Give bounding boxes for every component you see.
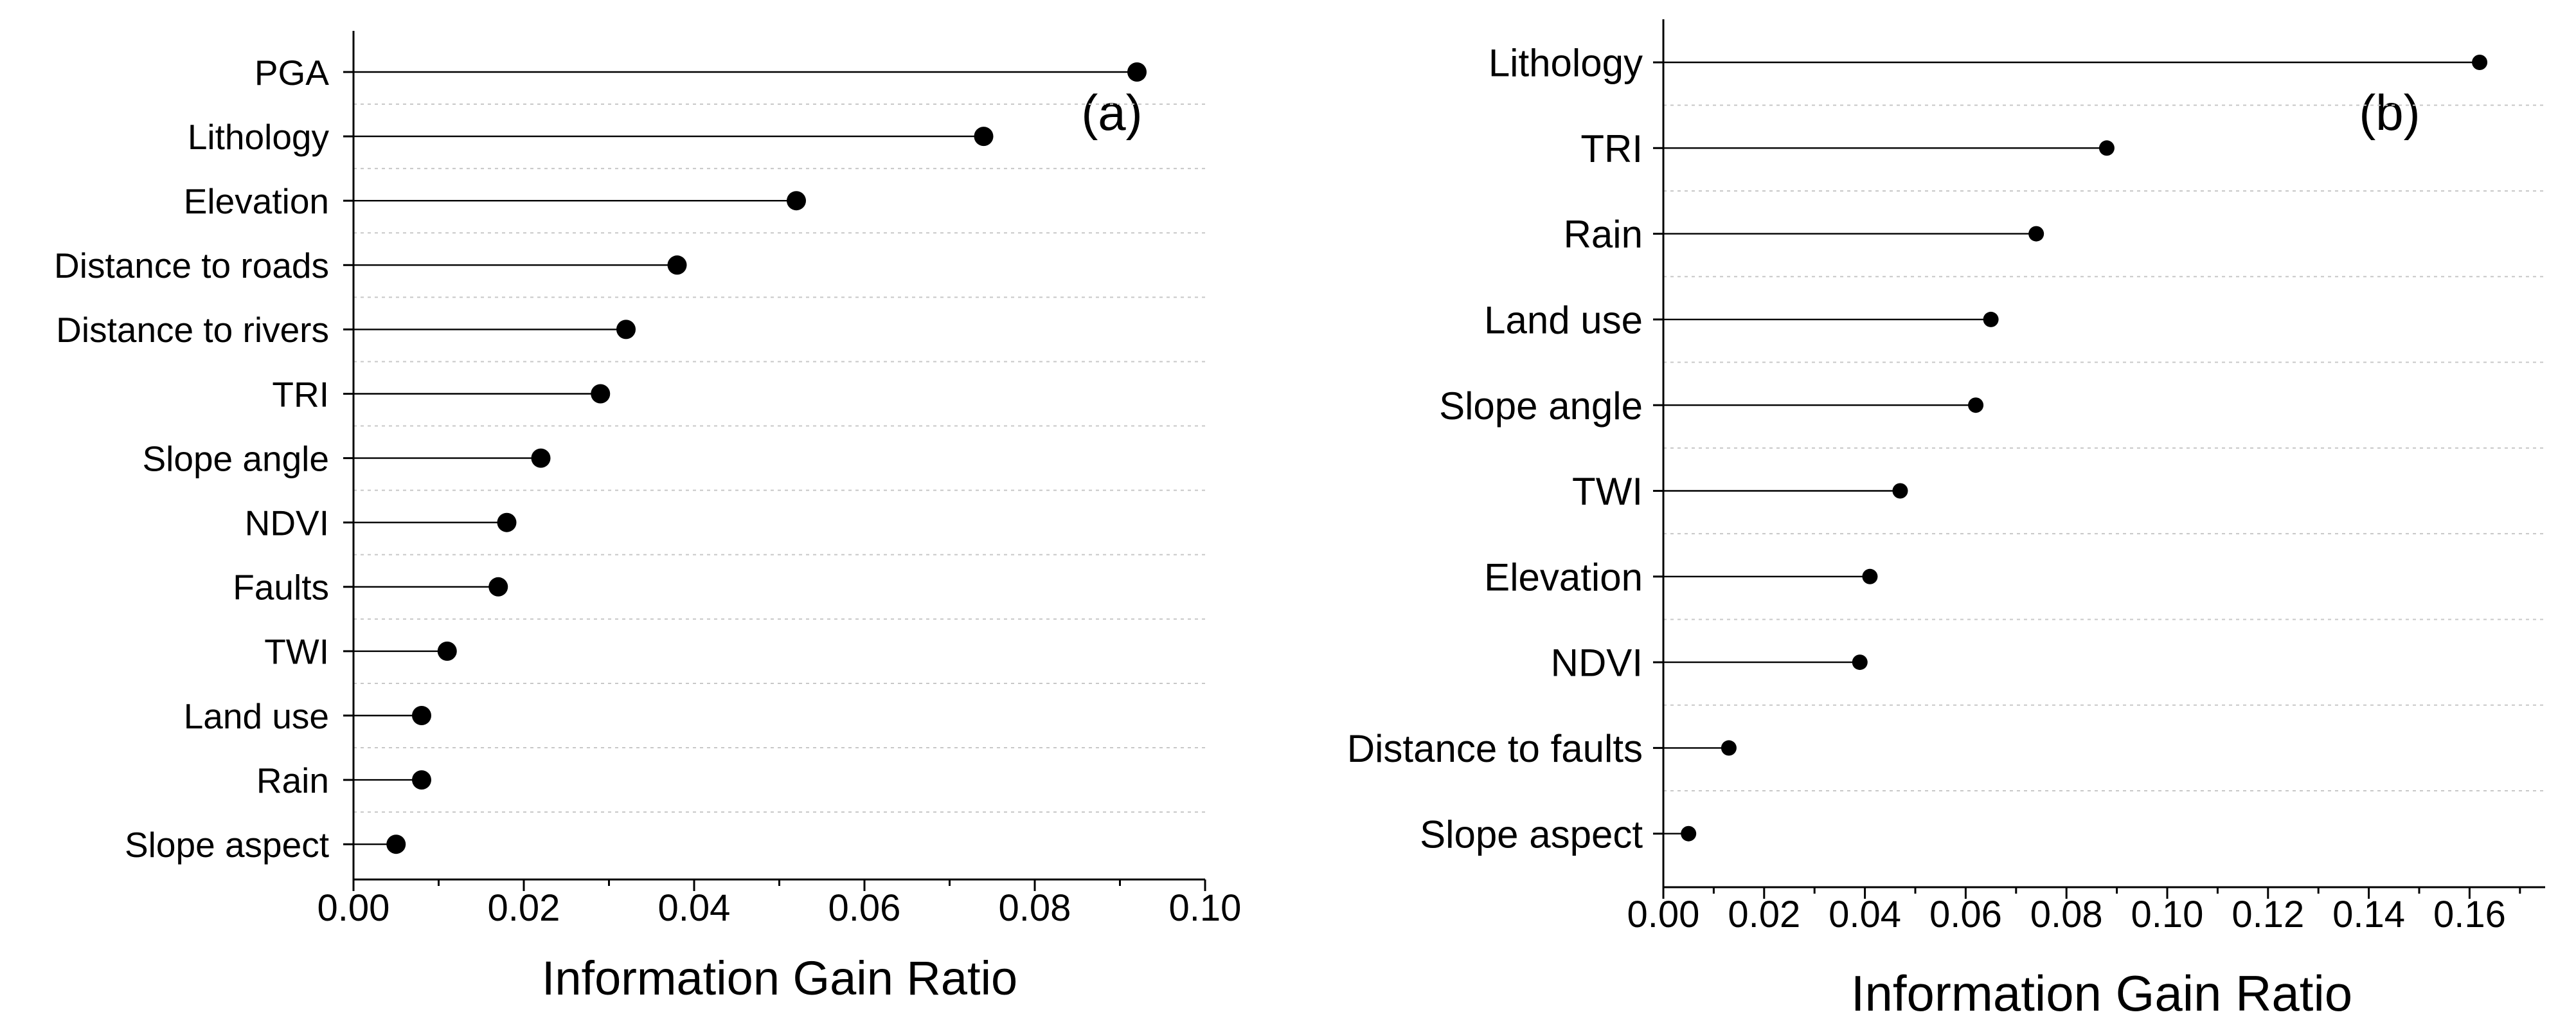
panel-b-x-tick-label: 0.12 xyxy=(2232,894,2304,935)
panel-b-x-tick-label: 0.14 xyxy=(2332,894,2405,935)
panel-a-data-point xyxy=(667,255,687,275)
panel-b-x-tick-label: 0.16 xyxy=(2433,894,2506,935)
panel-b-x-tick-label: 0.04 xyxy=(1829,894,1901,935)
panel-a-category-label: TWI xyxy=(264,632,329,672)
panel-a-category-label: Rain xyxy=(256,761,329,800)
panel-a-data-point xyxy=(974,127,994,147)
panel-b-category-label: Slope aspect xyxy=(1420,813,1643,856)
panel-b-x-tick-label: 0.06 xyxy=(1929,894,2002,935)
panel-a-category-label: PGA xyxy=(255,53,329,93)
chart-panel-b: (b) Information Gain Ratio 0.00 0.02 0.04 0… xyxy=(1347,19,2545,1022)
panel-b-data-point xyxy=(1852,654,1868,671)
panel-a-category-label: NDVI xyxy=(245,503,329,543)
panel-a-category-label: Faults xyxy=(233,568,329,608)
panel-b-data-point xyxy=(1983,311,1999,327)
panel-a-data-point xyxy=(616,320,636,339)
panel-a-x-tick-label: 0.10 xyxy=(1169,887,1242,929)
panel-b-data-point xyxy=(1892,483,1908,499)
panel-a-data-point xyxy=(591,384,611,404)
panel-b-data-point xyxy=(2028,226,2044,242)
panel-b-data-point xyxy=(1862,568,1878,584)
panel-a-x-axis-label: Information Gain Ratio xyxy=(542,951,1017,1005)
panel-a-x-tick-label: 0.06 xyxy=(828,887,901,929)
panel-b-category-label: Lithology xyxy=(1489,42,1643,85)
panel-a-category-label: Lithology xyxy=(188,117,330,157)
panel-a-category-label: TRI xyxy=(272,374,329,414)
panel-b-x-tick-label: 0.08 xyxy=(2030,894,2103,935)
panel-a-data-point xyxy=(787,191,806,211)
panel-b-category-label: Distance to faults xyxy=(1347,727,1643,770)
panel-a-data-point xyxy=(437,641,457,661)
panel-a-category-label: Distance to roads xyxy=(54,246,329,285)
panel-b-x-tick-label: 0.02 xyxy=(1728,894,1800,935)
panel-a-data-point xyxy=(412,770,431,790)
panel-a-category-label: Slope aspect xyxy=(125,825,329,865)
panel-a-category-label: Distance to rivers xyxy=(56,310,329,350)
panel-b-category-label: NDVI xyxy=(1551,642,1643,685)
panel-b-data-point xyxy=(2098,140,2115,156)
panel-b-label: (b) xyxy=(2359,84,2420,141)
panel-a-x-tick-label: 0.04 xyxy=(658,887,731,929)
panel-a-data-point xyxy=(1127,62,1147,82)
panel-a-category-label: Elevation xyxy=(184,181,329,221)
panel-a-category-label: Land use xyxy=(184,696,329,736)
panel-a-x-tick-label: 0.02 xyxy=(488,887,560,929)
panel-b-data-point xyxy=(1721,740,1737,756)
panel-b-data-point xyxy=(1681,825,1697,842)
panel-b-x-axis-label: Information Gain Ratio xyxy=(1851,965,2352,1022)
panel-b-data-point xyxy=(1968,397,1984,413)
panel-b-category-label: Slope angle xyxy=(1439,384,1643,428)
panel-b-x-tick-label: 0.00 xyxy=(1627,894,1700,935)
panel-a-data-point xyxy=(386,834,406,854)
panel-b-category-label: TRI xyxy=(1580,127,1643,170)
chart-panel-a: (a) Information Gain Ratio 0.00 0.02 0.04 0… xyxy=(54,31,1241,1005)
panel-a-label: (a) xyxy=(1081,84,1142,141)
panel-a-x-tick-label: 0.08 xyxy=(999,887,1071,929)
panel-b-category-label: TWI xyxy=(1572,470,1643,513)
panel-b-category-label: Elevation xyxy=(1484,555,1643,599)
panel-a-x-tick-label: 0.00 xyxy=(318,887,390,929)
panel-b-x-tick-label: 0.10 xyxy=(2131,894,2204,935)
panel-a-data-point xyxy=(531,448,551,468)
panel-b-category-label: Land use xyxy=(1484,299,1643,342)
panel-a-data-point xyxy=(488,577,508,597)
panel-a-data-point xyxy=(497,512,517,532)
panel-b-data-point xyxy=(2472,55,2488,70)
panel-b-category-label: Rain xyxy=(1564,213,1643,256)
panel-a-data-point xyxy=(412,706,431,725)
panel-a-category-label: Slope angle xyxy=(142,438,329,478)
